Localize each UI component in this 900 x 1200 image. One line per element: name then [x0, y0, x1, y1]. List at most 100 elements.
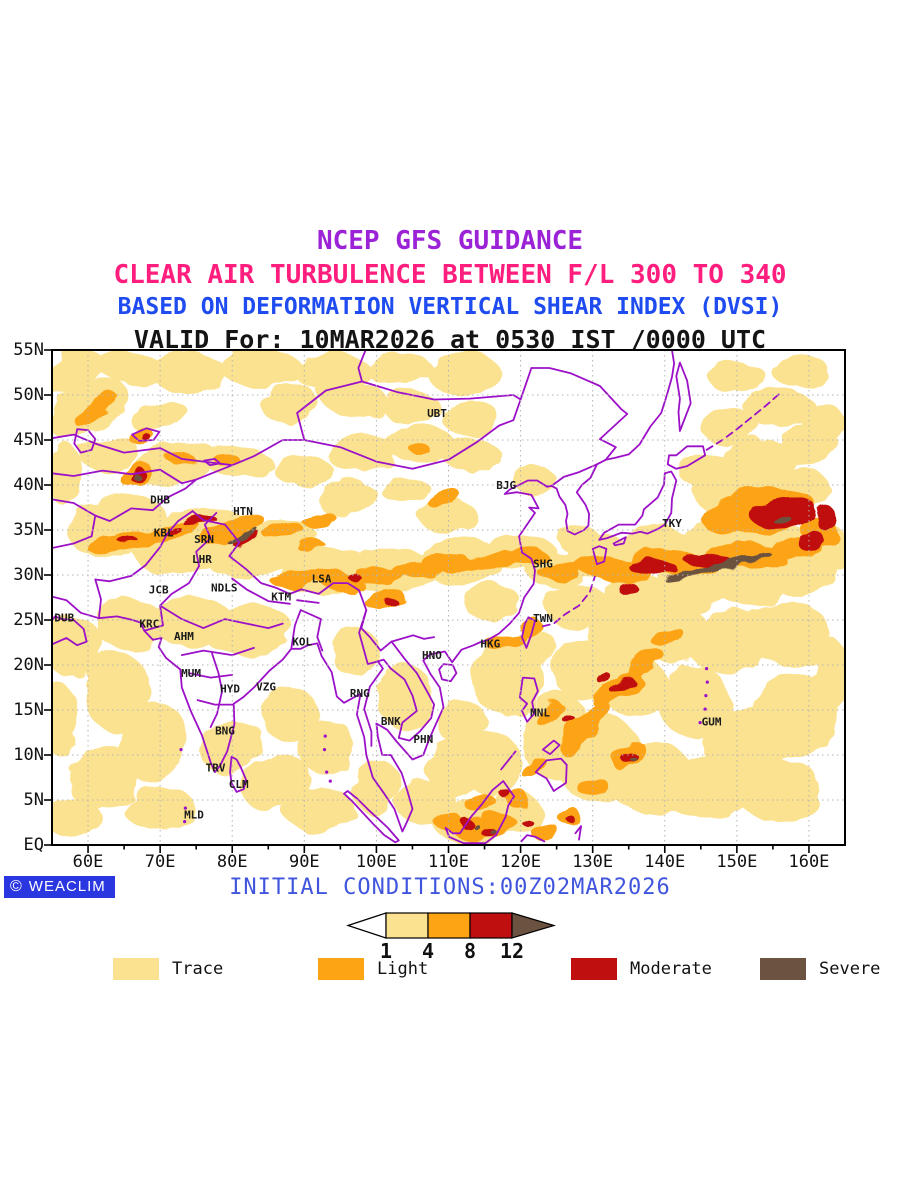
border-hokkaido — [666, 445, 706, 470]
border-india-internal-5 — [209, 652, 223, 728]
border-iran-pak — [94, 578, 102, 620]
y-axis-label-30N: 30N — [13, 565, 44, 585]
station-label-TWN: TWN — [533, 612, 553, 625]
x-axis-label-130E: 130E — [572, 852, 614, 872]
x-axis-label-70E: 70E — [144, 852, 176, 872]
border-kuril — [705, 392, 781, 451]
border-india-internal-3 — [188, 672, 234, 679]
y-axis-label-15N: 15N — [13, 700, 44, 720]
border-india-internal-2 — [180, 647, 255, 656]
border-sri-lanka — [229, 755, 247, 793]
y-axis-label-45N: 45N — [13, 430, 44, 450]
subtitle-turbulence: CLEAR AIR TURBULENCE BETWEEN F/L 300 TO … — [113, 260, 787, 290]
station-label-VZG: VZG — [256, 681, 276, 694]
colorbar-segment-light — [427, 912, 471, 939]
station-label-DHB: DHB — [150, 493, 170, 506]
border-iran-inner — [52, 514, 97, 549]
border-asia-coast — [52, 350, 675, 833]
turbulence-map: UBT BJG TKY SHG TWN HKG HNO PHN MNL GUM DHB HTN KBL S… — [44, 349, 846, 853]
legend-item-severe: Severe — [760, 958, 880, 980]
station-label-LHR: LHR — [192, 553, 212, 566]
y-axis-label-50N: 50N — [13, 385, 44, 405]
border-kazakh — [52, 433, 234, 467]
border-india-internal-4 — [196, 699, 234, 706]
station-label-LSA: LSA — [312, 573, 332, 586]
border-pak-india — [143, 512, 218, 632]
station-label-NDLS: NDLS — [211, 582, 238, 595]
border-sakhalin — [675, 361, 692, 432]
legend-swatch-severe — [760, 958, 806, 980]
station-label-RNG: RNG — [350, 687, 370, 700]
border-honshu — [598, 470, 678, 541]
legend-label-light: Light — [377, 959, 429, 979]
colorbar-value-4: 4 — [422, 939, 434, 963]
station-label-KBL: KBL — [154, 527, 174, 540]
colorbar-value-12: 12 — [500, 939, 524, 963]
station-label-JCB: JCB — [149, 583, 169, 596]
station-label-HKG: HKG — [480, 637, 500, 650]
border-issyk — [203, 458, 221, 467]
colorbar-right-arrow — [511, 912, 557, 939]
station-label-KTM: KTM — [271, 591, 291, 604]
weaclim-logo-text: WEACLIM — [28, 878, 106, 895]
border-halmahera — [574, 825, 582, 841]
colorbar-segment-moderate — [469, 912, 513, 939]
y-axis-label-35N: 35N — [13, 520, 44, 540]
station-label-KOL: KOL — [292, 636, 312, 649]
legend-swatch-trace — [113, 958, 159, 980]
y-axis-label-10N: 10N — [13, 745, 44, 765]
legend-item-moderate: Moderate — [571, 958, 712, 980]
station-label-HTN: HTN — [233, 505, 253, 518]
border-luzon — [519, 676, 539, 723]
border-afghan-south — [94, 510, 194, 583]
colorbar: 1 4 8 12 — [346, 912, 557, 963]
weaclim-logo: © WEACLIM — [4, 876, 115, 898]
legend-label-trace: Trace — [172, 959, 224, 979]
y-axis-label-25N: 25N — [13, 610, 44, 630]
station-label-CLM: CLM — [229, 778, 249, 791]
border-himalaya-border — [191, 510, 435, 652]
border-palawan — [500, 750, 517, 771]
colorbar-left-arrow — [346, 912, 387, 939]
x-axis-label-80E: 80E — [216, 852, 248, 872]
station-label-SHG: SHG — [533, 557, 553, 570]
border-myanmar-thai — [358, 609, 384, 747]
legend-swatch-moderate — [571, 958, 617, 980]
station-label-MNL: MNL — [530, 707, 550, 720]
border-india-internal-1 — [159, 604, 284, 629]
y-axis-label-20N: 20N — [13, 655, 44, 675]
colorbar-value-8: 8 — [464, 939, 476, 963]
legend-swatch-light — [318, 958, 364, 980]
x-axis-label-100E: 100E — [355, 852, 397, 872]
station-label-UBT: UBT — [427, 407, 447, 420]
station-label-MLD: MLD — [184, 808, 204, 821]
border-bhutan — [296, 599, 320, 604]
x-axis-label-90E: 90E — [288, 852, 320, 872]
legend-label-moderate: Moderate — [630, 959, 712, 979]
border-hainan — [438, 663, 458, 683]
copyright-icon: © — [10, 877, 23, 895]
legend-label-severe: Severe — [819, 959, 881, 979]
border-indochina — [377, 640, 435, 742]
legend-item-light: Light — [318, 958, 428, 980]
border-borneo — [444, 780, 515, 845]
x-axis-label-120E: 120E — [500, 852, 542, 872]
y-axis-label-40N: 40N — [13, 475, 44, 495]
subtitle-method: BASED ON DEFORMATION VERTICAL SHEAR INDE… — [117, 294, 783, 320]
border-taiwan — [521, 616, 536, 649]
station-label-BNK: BNK — [381, 715, 401, 728]
station-label-DUB: DUB — [54, 611, 74, 624]
station-label-GUM: GUM — [702, 716, 722, 729]
station-label-PHN: PHN — [413, 733, 433, 746]
station-label-BNG: BNG — [215, 725, 235, 738]
border-mindanao — [534, 757, 568, 792]
x-axis-label-110E: 110E — [428, 852, 469, 872]
station-label-KRC: KRC — [139, 618, 159, 631]
border-mongolia-north — [296, 380, 522, 441]
station-label-SRN: SRN — [194, 533, 214, 546]
colorbar-segment-trace — [385, 912, 429, 939]
x-axis-label-150E: 150E — [716, 852, 758, 872]
border-visayas — [542, 739, 561, 755]
station-label-HNO: HNO — [422, 649, 442, 662]
